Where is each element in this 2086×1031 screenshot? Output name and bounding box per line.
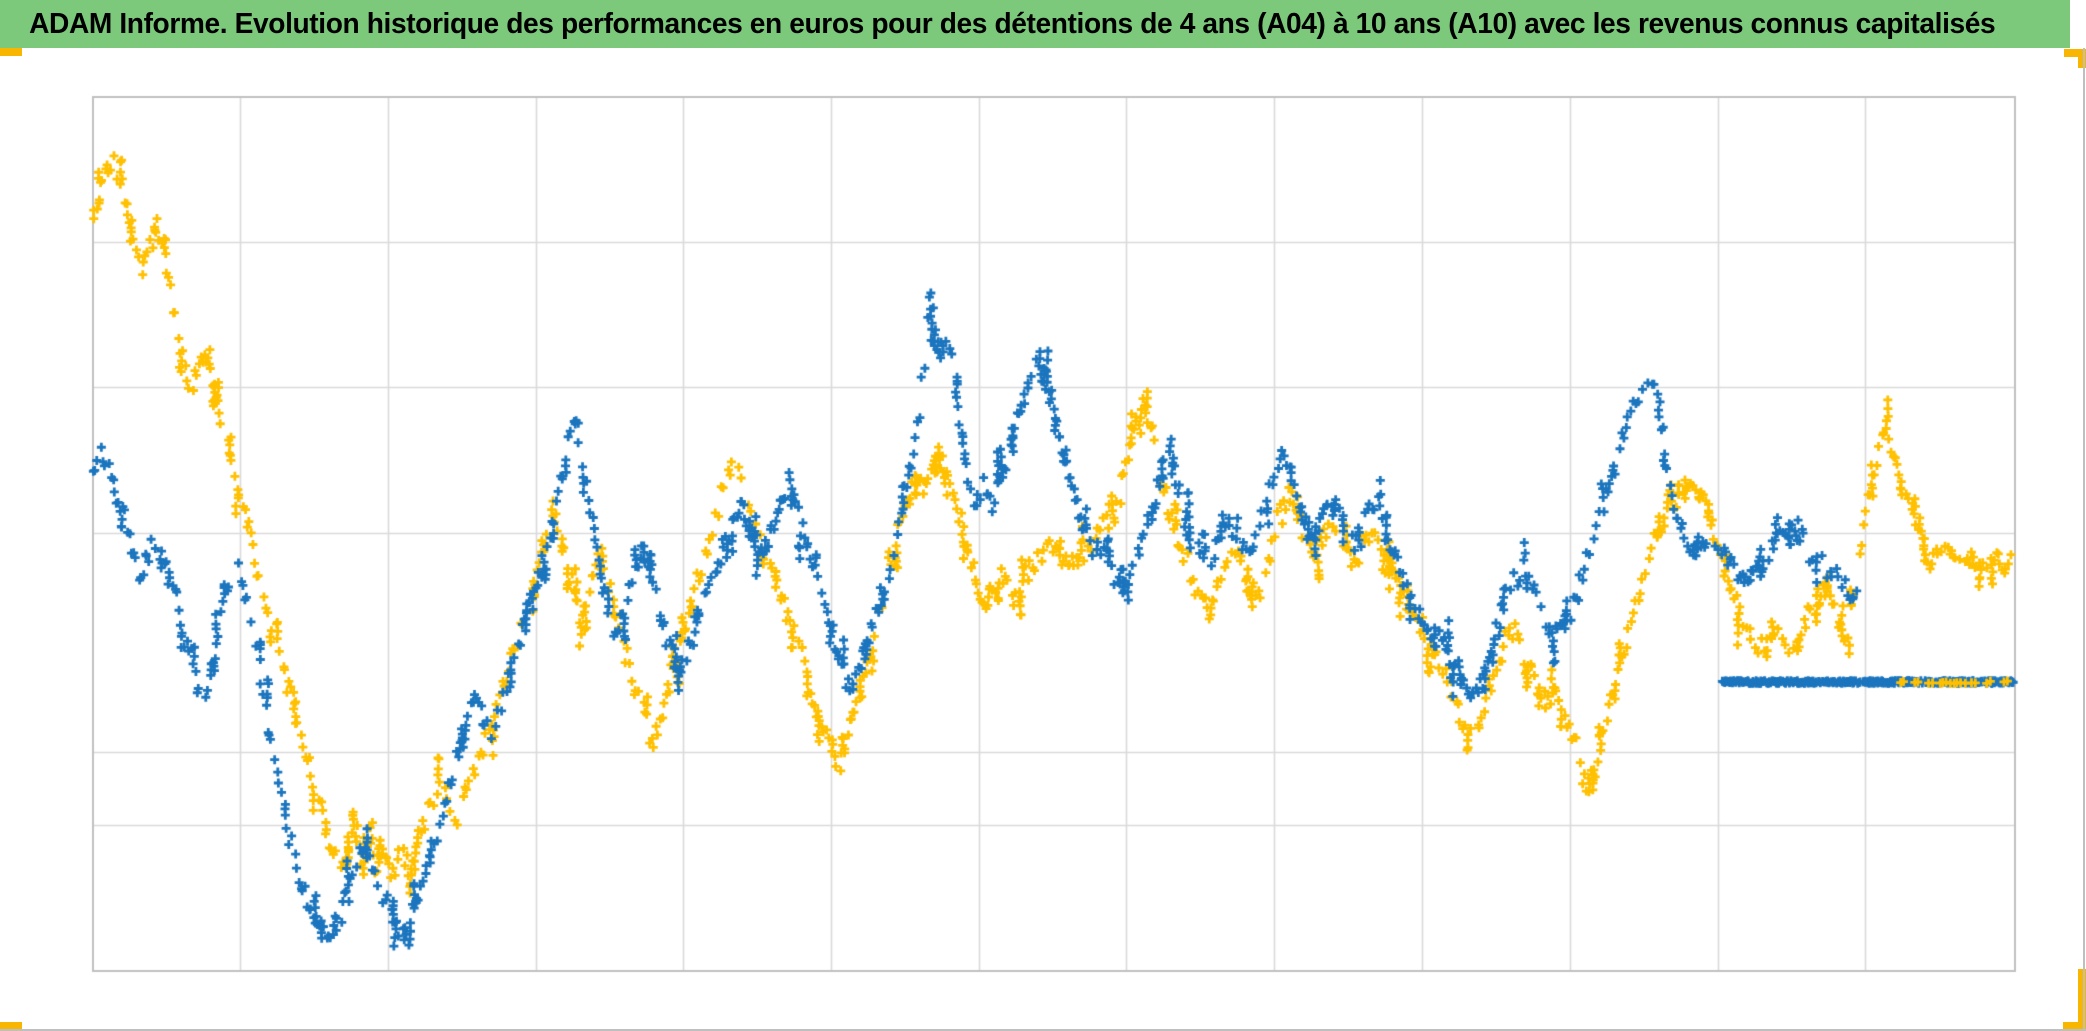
selection-handle-top-left — [0, 48, 22, 56]
page-bottom-border — [0, 1029, 2086, 1031]
selection-handle-bottom-right-vertical — [2078, 969, 2086, 1030]
selection-handle-top-right — [2064, 49, 2086, 57]
page-right-border — [2083, 48, 2085, 1031]
selection-handle-bottom-right — [2063, 1022, 2086, 1030]
selection-handle-bottom-left — [0, 1022, 22, 1030]
selection-handle-top-right-vertical — [2078, 49, 2086, 68]
